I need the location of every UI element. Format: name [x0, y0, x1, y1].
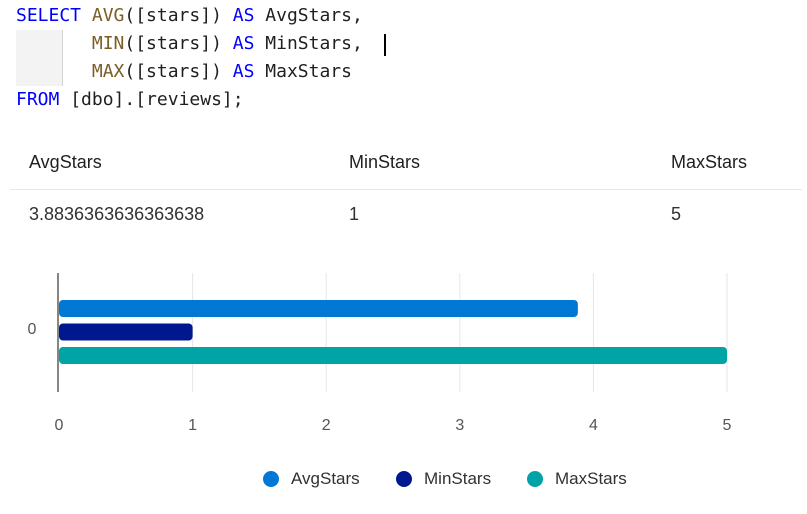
code-token: [dbo].[reviews];	[59, 89, 244, 110]
category-label: 0	[28, 321, 37, 338]
x-tick-label: 2	[322, 417, 331, 434]
legend-dot-icon	[396, 471, 412, 487]
code-line[interactable]: MAX([stars]) AS MaxStars	[16, 58, 352, 86]
x-tick-label: 0	[55, 417, 64, 434]
column-header-minstars[interactable]: MinStars	[349, 152, 421, 172]
x-tick-label: 3	[455, 417, 464, 434]
code-token: MIN	[91, 33, 125, 54]
legend-dot-icon	[527, 471, 543, 487]
header-divider	[10, 189, 802, 190]
indent-guide-area	[16, 58, 62, 86]
legend-dot-icon	[263, 471, 279, 487]
bar-maxstars	[59, 347, 727, 364]
code-token: ([stars])	[124, 5, 233, 26]
code-token: AVG	[91, 5, 125, 26]
code-token: MaxStars	[254, 61, 352, 82]
bar-avgstars	[59, 300, 578, 317]
indent-guide-area	[16, 30, 62, 58]
code-token: FROM	[16, 89, 60, 110]
code-token: MinStars,	[254, 33, 363, 54]
sql-editor[interactable]: SELECT AVG([stars]) AS AvgStars, MIN([st…	[0, 0, 807, 118]
code-token: AS	[232, 61, 255, 82]
code-line[interactable]: FROM [dbo].[reviews];	[16, 86, 244, 114]
legend-item-avgstars[interactable]: AvgStars	[263, 467, 360, 491]
code-token: AS	[232, 33, 255, 54]
legend-item-maxstars[interactable]: MaxStars	[527, 467, 627, 491]
cell-minstars[interactable]: 1	[349, 204, 360, 224]
code-token: MAX	[91, 61, 125, 82]
code-token: ([stars])	[124, 33, 233, 54]
x-tick-label: 4	[589, 417, 598, 434]
code-line[interactable]: SELECT AVG([stars]) AS AvgStars,	[16, 2, 363, 30]
legend-item-minstars[interactable]: MinStars	[396, 467, 491, 491]
legend-label: AvgStars	[291, 469, 360, 488]
code-token: SELECT	[16, 5, 92, 26]
legend-label: MaxStars	[555, 469, 627, 488]
x-tick-label: 1	[188, 417, 197, 434]
code-token: ([stars])	[124, 61, 233, 82]
x-tick-label: 5	[723, 417, 732, 434]
code-token	[16, 61, 92, 82]
cell-avgstars[interactable]: 3.8836363636363638	[29, 204, 205, 224]
code-line[interactable]: MIN([stars]) AS MinStars,	[16, 30, 363, 58]
bar-chart: 0 0 1 2 3 4 5 AvgStars MinStars MaxStars	[0, 255, 807, 514]
cell-maxstars[interactable]: 5	[671, 204, 682, 224]
bar-minstars	[59, 323, 193, 341]
chart-plot: 0 0 1 2 3 4 5	[28, 273, 732, 434]
code-token: AS	[232, 5, 255, 26]
legend-label: MinStars	[424, 469, 492, 488]
code-token: AvgStars,	[254, 5, 363, 26]
column-header-avgstars[interactable]: AvgStars	[29, 152, 102, 172]
text-caret	[384, 34, 386, 56]
indent-guide	[62, 30, 63, 86]
code-token	[16, 33, 92, 54]
column-header-maxstars[interactable]: MaxStars	[671, 152, 748, 172]
